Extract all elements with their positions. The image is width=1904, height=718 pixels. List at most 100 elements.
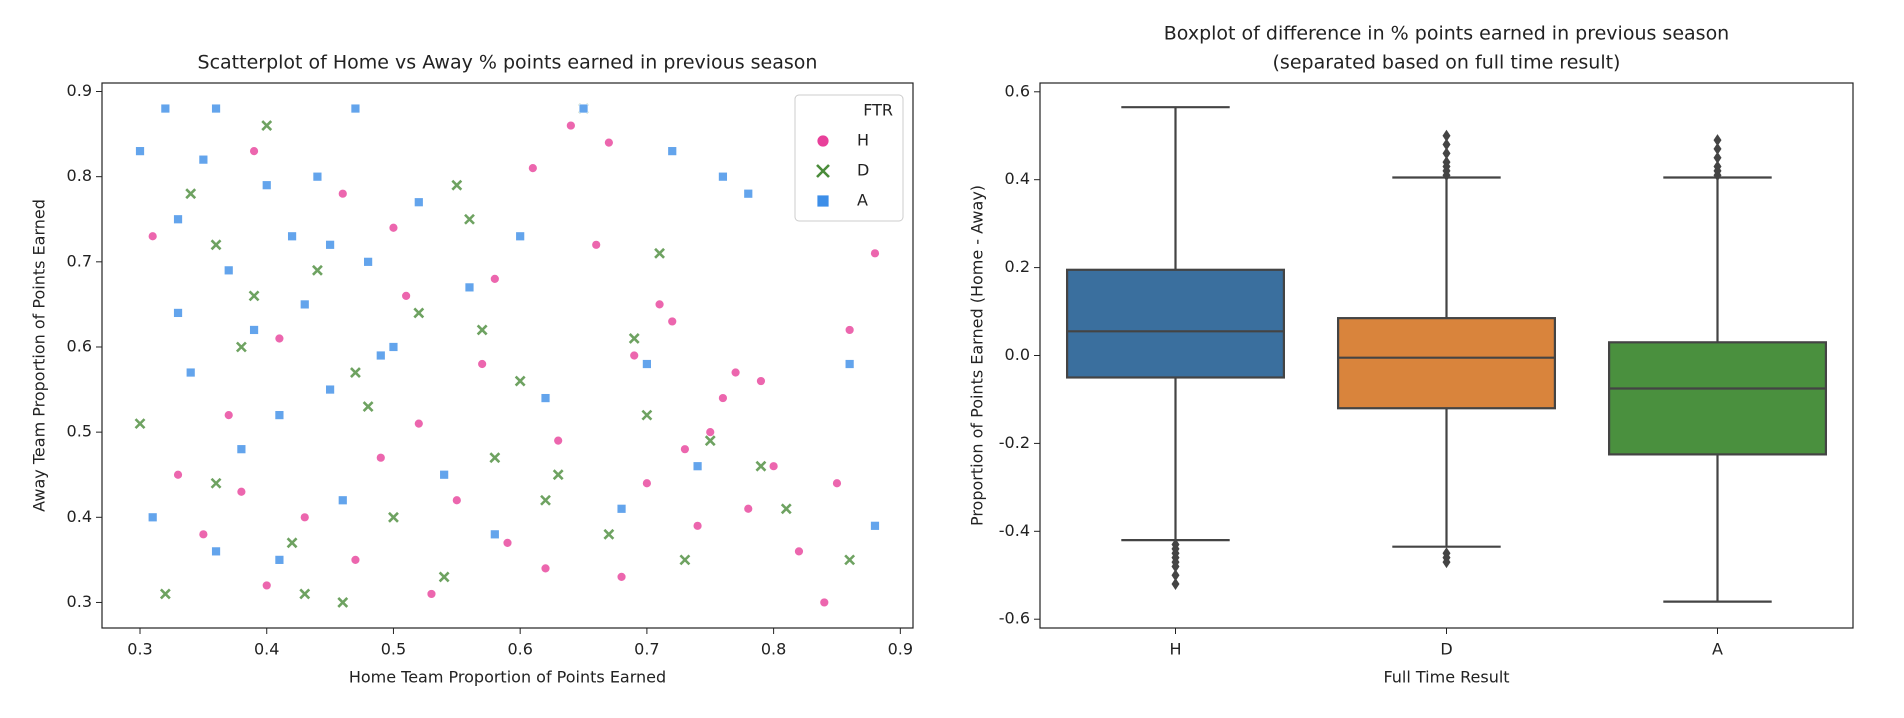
outlier xyxy=(1442,556,1451,569)
point xyxy=(680,444,690,455)
point xyxy=(337,188,348,199)
outlier xyxy=(1442,129,1451,142)
point xyxy=(248,290,260,302)
legend-marker xyxy=(816,164,830,178)
point xyxy=(388,222,399,233)
point xyxy=(274,410,285,421)
point xyxy=(135,146,145,157)
point xyxy=(679,554,691,566)
outlier xyxy=(1713,160,1722,173)
point xyxy=(173,308,183,318)
point xyxy=(692,461,703,472)
point xyxy=(552,469,564,481)
y-tick-label: 0.8 xyxy=(67,166,92,185)
x-axis-label: Home Team Proportion of Points Earned xyxy=(349,668,666,687)
point xyxy=(286,537,298,549)
point xyxy=(413,418,424,429)
point xyxy=(578,103,589,114)
x-tick-label: 0.7 xyxy=(634,640,659,659)
point xyxy=(743,503,754,514)
x-tick-label: H xyxy=(1169,640,1181,659)
x-tick-label: D xyxy=(1440,640,1452,659)
point xyxy=(667,316,678,327)
outlier xyxy=(1171,569,1180,582)
point xyxy=(185,188,197,200)
outlier xyxy=(1713,151,1722,164)
point xyxy=(603,137,614,148)
point xyxy=(198,529,209,540)
y-tick-label: -0.4 xyxy=(999,521,1030,540)
point xyxy=(325,239,335,250)
y-tick-label: 0.9 xyxy=(67,81,92,100)
point xyxy=(730,367,741,378)
x-tick-label: 0.4 xyxy=(254,640,279,659)
x-tick-label: 0.8 xyxy=(761,640,786,659)
point xyxy=(325,384,335,395)
y-tick-label: -0.2 xyxy=(999,433,1030,452)
point xyxy=(312,171,323,182)
outlier xyxy=(1713,142,1722,155)
y-axis-label: Away Team Proportion of Points Earned xyxy=(30,199,49,512)
point xyxy=(476,324,488,336)
point xyxy=(704,435,716,447)
legend: FTR HDA xyxy=(794,94,904,222)
outlier xyxy=(1442,138,1451,151)
point xyxy=(654,299,665,310)
point xyxy=(616,503,627,514)
y-tick-label: 0.2 xyxy=(1005,257,1030,276)
y-tick-label: 0.5 xyxy=(67,422,92,441)
outlier xyxy=(1713,134,1722,147)
point xyxy=(464,213,475,225)
chart-subtitle: (separated based on full time result) xyxy=(1273,52,1621,74)
point xyxy=(173,469,183,480)
point xyxy=(198,154,209,165)
point xyxy=(641,478,652,489)
point xyxy=(756,376,766,386)
point xyxy=(667,146,678,157)
point xyxy=(438,571,450,583)
point xyxy=(844,359,855,369)
point xyxy=(844,554,856,566)
y-tick-label: 0.4 xyxy=(67,507,92,526)
y-tick-label: -0.6 xyxy=(999,609,1030,628)
outlier xyxy=(1171,560,1180,573)
point xyxy=(261,180,272,191)
point xyxy=(274,554,285,565)
point xyxy=(299,512,310,523)
point xyxy=(413,197,424,208)
point xyxy=(794,546,804,557)
box xyxy=(1607,341,1827,456)
point xyxy=(211,546,221,557)
point xyxy=(249,146,259,157)
point xyxy=(350,103,361,114)
x-tick-label: 0.6 xyxy=(507,640,532,659)
legend-title: FTR xyxy=(863,101,893,120)
point xyxy=(147,231,158,242)
point xyxy=(565,120,576,131)
point xyxy=(553,435,564,446)
points xyxy=(134,103,880,608)
point xyxy=(780,503,792,515)
chart-title: Boxplot of difference in % points earned… xyxy=(1164,23,1729,45)
outlier xyxy=(1171,578,1180,591)
point xyxy=(451,495,462,506)
point xyxy=(870,520,880,531)
point xyxy=(439,469,450,480)
point xyxy=(768,461,779,472)
point xyxy=(540,393,551,403)
legend-label: D xyxy=(857,161,869,180)
point xyxy=(261,120,273,131)
y-tick-label: 0.4 xyxy=(1005,169,1030,188)
point xyxy=(692,520,703,531)
point xyxy=(832,478,842,489)
point xyxy=(489,529,500,540)
y-tick-label: 0.7 xyxy=(67,251,92,270)
point xyxy=(489,452,501,464)
point xyxy=(540,563,551,574)
point xyxy=(654,247,665,259)
box xyxy=(1065,268,1285,379)
point xyxy=(173,214,183,225)
point xyxy=(388,342,399,352)
point xyxy=(628,333,640,344)
